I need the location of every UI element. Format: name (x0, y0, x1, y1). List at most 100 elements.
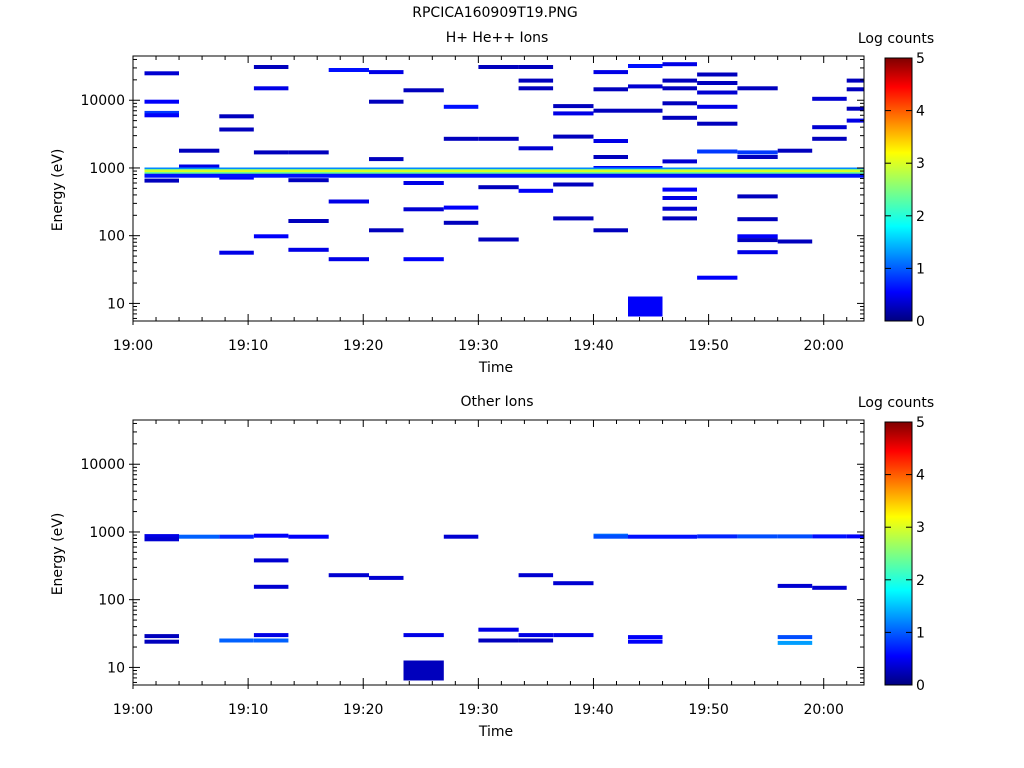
x-tick-label: 20:00 (804, 338, 844, 354)
heatmap-cell (737, 86, 778, 91)
heatmap-cell (777, 583, 813, 588)
y-tick-label: 10 (107, 296, 125, 312)
heatmap-cell (518, 146, 554, 151)
heatmap-cell (179, 148, 220, 153)
heatmap-cell (144, 639, 179, 644)
heatmap-cell (737, 250, 778, 255)
y-tick-label: 100 (98, 229, 125, 245)
heatmap-cell (737, 155, 778, 159)
panel-h-he-ions: H+ He++ Ions Energy (eV) Time Log counts… (50, 30, 934, 376)
heatmap-cell (737, 150, 778, 155)
x-tick-label: 19:00 (113, 338, 153, 354)
heatmap-cell (812, 585, 847, 590)
colorbar-tick-label: 1 (916, 261, 925, 277)
colorbar-label: Log counts (858, 395, 934, 411)
colorbar-tick-label: 5 (916, 415, 925, 431)
heatmap-cell (812, 136, 847, 141)
x-tick-label: 19:20 (343, 702, 383, 718)
heatmap-cell (553, 134, 594, 139)
heatmap-cell (777, 534, 813, 539)
heatmap-cell (518, 86, 554, 91)
heatmap-cell (369, 70, 404, 75)
heatmap-cell (179, 534, 220, 539)
heatmap-cell (253, 533, 289, 538)
heatmap-cell (697, 81, 738, 85)
heatmap-cell (593, 139, 628, 143)
axis-ticks: 19:00 19:10 19:20 19:30 19:40 19:50 20:00 10 100… (80, 56, 864, 354)
y-tick-label: 10000 (80, 457, 125, 473)
x-tick-label: 19:10 (228, 702, 268, 718)
axis-ticks: 19:00 19:10 19:20 19:30 19:40 19:50 20:00 10 100… (80, 420, 864, 718)
heatmap-cell (737, 194, 778, 199)
heatmap-cell (628, 296, 663, 317)
heatmap-cell (662, 62, 697, 67)
colorbar (884, 57, 913, 322)
heatmap-cell (288, 219, 329, 223)
panel-title: Other Ions (460, 394, 533, 410)
heatmap-cell (443, 220, 479, 225)
x-axis-label: Time (478, 360, 513, 376)
heatmap-cell (662, 86, 697, 91)
heatmap-cell (403, 660, 444, 681)
heatmap-cell (478, 185, 519, 190)
colorbar-ticks: 0 1 2 3 4 5 (885, 51, 925, 330)
heatmap-cell (662, 101, 697, 106)
heatmap-cell (553, 216, 594, 221)
heatmap-cell (593, 70, 628, 75)
heatmap-cell (812, 534, 847, 539)
heatmap-cell (628, 635, 663, 640)
heatmap-cell (288, 247, 329, 252)
x-tick-label: 19:40 (573, 338, 613, 354)
heatmap-cell (846, 118, 864, 123)
y-tick-label: 1000 (89, 161, 125, 177)
colorbar-tick-label: 3 (916, 156, 925, 172)
heatmap-cell (662, 187, 697, 192)
heatmap-cell (846, 106, 864, 111)
x-tick-label: 20:00 (804, 702, 844, 718)
heatmap-cell (478, 65, 519, 69)
heatmap-cell (593, 155, 628, 159)
heatmap-cell (812, 96, 847, 101)
heatmap-cell (144, 634, 179, 639)
heatmap-cell (253, 86, 289, 91)
x-tick-label: 19:50 (688, 338, 728, 354)
heatmap-cell (219, 250, 254, 255)
heatmap-cell (443, 136, 479, 141)
heatmap-cell (737, 534, 778, 539)
heatmap-cell (628, 534, 663, 539)
heatmap-cell (288, 178, 329, 183)
heatmap-cell (144, 178, 179, 183)
heatmap-cell (443, 205, 479, 210)
colorbar-tick-label: 1 (916, 625, 925, 641)
heatmap-cell (737, 234, 778, 239)
colorbar-tick-label: 3 (916, 520, 925, 536)
heatmap-cell (737, 238, 778, 243)
colorbar-tick-label: 2 (916, 209, 925, 225)
heatmap-cell (288, 534, 329, 539)
heatmap-cell (253, 638, 289, 643)
heatmap-cell (144, 71, 179, 76)
x-tick-label: 19:00 (113, 702, 153, 718)
heatmap-cell (369, 157, 404, 162)
y-tick-label: 1000 (89, 525, 125, 541)
heatmap-cell (403, 88, 444, 93)
heatmap-cell (662, 78, 697, 83)
panel-title: H+ He++ Ions (446, 30, 549, 46)
heatmap-cell (777, 239, 813, 244)
heatmap-cell (697, 149, 738, 154)
heatmap-cell (253, 150, 289, 155)
plot-frame (132, 419, 865, 686)
x-tick-label: 19:20 (343, 338, 383, 354)
heatmap-cell (144, 534, 179, 539)
heatmap-cell (478, 237, 519, 242)
heatmap-band (144, 173, 864, 178)
heatmap-cell (697, 104, 738, 109)
heatmap-cell (518, 633, 554, 638)
heatmap-cell (253, 584, 289, 589)
heatmap-cell (144, 99, 179, 104)
heatmap-cell (662, 534, 697, 539)
heatmap-cell (219, 534, 254, 539)
page-title: RPCICA160909T19.PNG (412, 5, 578, 21)
colorbar-tick-label: 5 (916, 51, 925, 67)
